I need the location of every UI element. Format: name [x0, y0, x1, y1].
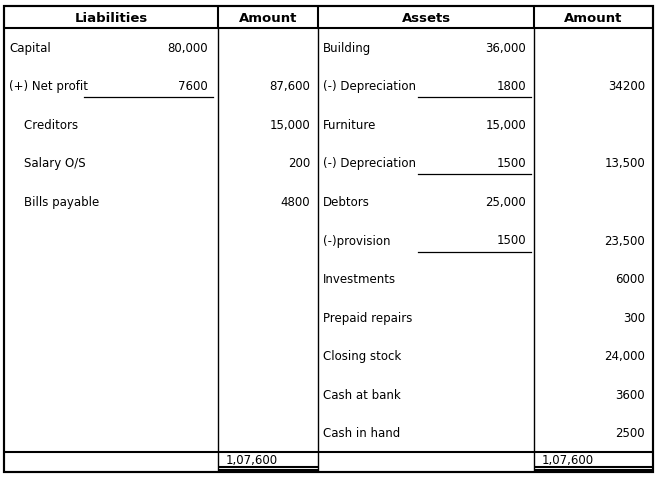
Text: 15,000: 15,000: [486, 119, 526, 132]
Text: Debtors: Debtors: [323, 195, 370, 208]
Text: 3600: 3600: [616, 388, 645, 401]
Text: Furniture: Furniture: [323, 119, 376, 132]
Text: Salary O/S: Salary O/S: [9, 157, 85, 170]
Text: Cash at bank: Cash at bank: [323, 388, 401, 401]
Text: 24,000: 24,000: [604, 349, 645, 362]
Text: (-) Depreciation: (-) Depreciation: [323, 80, 416, 93]
Text: 7600: 7600: [178, 80, 208, 93]
Text: Creditors: Creditors: [9, 119, 78, 132]
Text: 1800: 1800: [497, 80, 526, 93]
Text: 15,000: 15,000: [269, 119, 310, 132]
Text: 23,500: 23,500: [604, 234, 645, 247]
Text: 13,500: 13,500: [604, 157, 645, 170]
Text: Amount: Amount: [564, 12, 623, 24]
Text: 1500: 1500: [497, 234, 526, 247]
Text: Investments: Investments: [323, 273, 396, 286]
Text: 25,000: 25,000: [486, 195, 526, 208]
Text: 1500: 1500: [497, 157, 526, 170]
Text: 300: 300: [623, 311, 645, 324]
Text: (-)provision: (-)provision: [323, 234, 390, 247]
Text: Cash in hand: Cash in hand: [323, 426, 400, 439]
Text: 2500: 2500: [616, 426, 645, 439]
Text: 36,000: 36,000: [486, 42, 526, 55]
Text: 1,07,600: 1,07,600: [542, 454, 594, 467]
Text: 34200: 34200: [608, 80, 645, 93]
Text: (-) Depreciation: (-) Depreciation: [323, 157, 416, 170]
Text: 80,000: 80,000: [168, 42, 208, 55]
Text: 87,600: 87,600: [269, 80, 310, 93]
Text: 200: 200: [288, 157, 310, 170]
Text: 4800: 4800: [281, 195, 310, 208]
Text: Building: Building: [323, 42, 371, 55]
Text: 1,07,600: 1,07,600: [226, 454, 278, 467]
Text: Assets: Assets: [401, 12, 451, 24]
Text: Amount: Amount: [238, 12, 297, 24]
Text: 6000: 6000: [616, 273, 645, 286]
Text: Closing stock: Closing stock: [323, 349, 401, 362]
Text: Capital: Capital: [9, 42, 51, 55]
Text: (+) Net profit: (+) Net profit: [9, 80, 88, 93]
Text: Prepaid repairs: Prepaid repairs: [323, 311, 413, 324]
Text: Liabilities: Liabilities: [74, 12, 148, 24]
Text: Bills payable: Bills payable: [9, 195, 99, 208]
